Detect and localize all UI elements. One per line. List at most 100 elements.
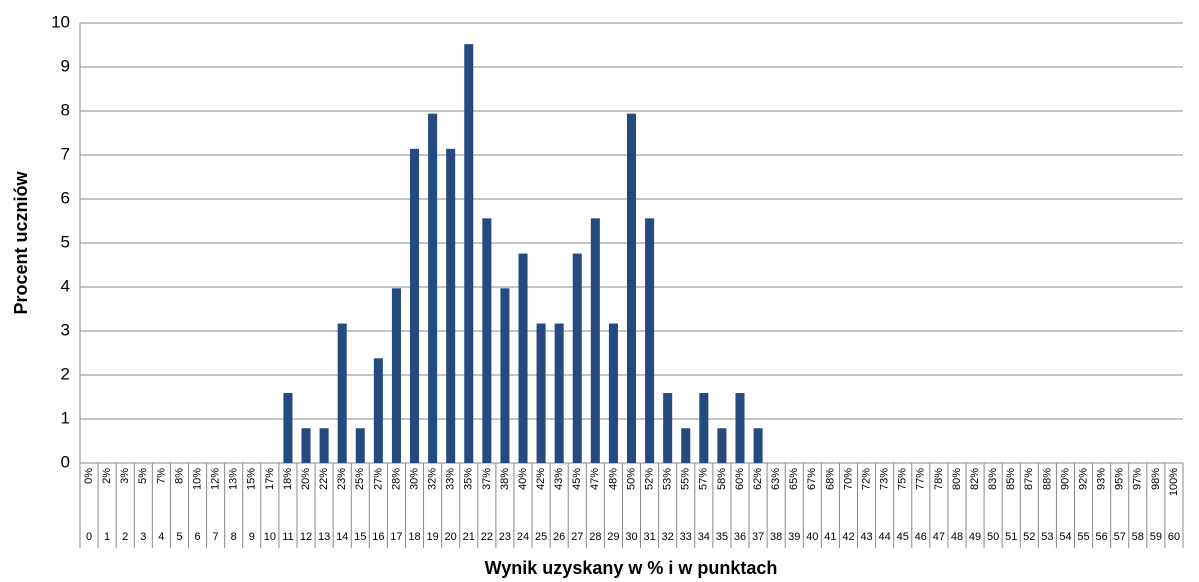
x-tick-label: 59 xyxy=(1150,531,1162,543)
x-tick-label-percent: 27% xyxy=(372,468,384,490)
x-tick-label-percent: 30% xyxy=(408,468,420,490)
x-tick-label: 23 xyxy=(499,531,511,543)
y-tick-label: 8 xyxy=(61,100,70,119)
x-tick-label-percent: 2% xyxy=(101,468,113,484)
x-tick-label-percent: 87% xyxy=(1023,468,1035,490)
x-tick-label: 22 xyxy=(481,531,493,543)
x-tick-label-percent: 25% xyxy=(354,468,366,490)
bar xyxy=(572,253,582,463)
x-tick-label: 51 xyxy=(1005,531,1017,543)
x-tick-label-percent: 78% xyxy=(933,468,945,490)
x-tick-label-percent: 85% xyxy=(1005,468,1017,490)
x-tick-label: 39 xyxy=(788,531,800,543)
x-tick-label: 18 xyxy=(408,531,420,543)
bar xyxy=(753,428,763,463)
x-tick-label-percent: 50% xyxy=(625,468,637,490)
x-tick-label: 56 xyxy=(1096,531,1108,543)
x-tick-label: 47 xyxy=(933,531,945,543)
y-tick-label: 2 xyxy=(61,364,70,383)
y-axis-title: Procent uczniów xyxy=(11,170,31,314)
x-tick-label: 3 xyxy=(140,531,146,543)
x-tick-label-percent: 88% xyxy=(1041,468,1053,490)
x-tick-label-percent: 13% xyxy=(228,468,240,490)
x-tick-label: 38 xyxy=(770,531,782,543)
x-tick-label-percent: 70% xyxy=(842,468,854,490)
bar xyxy=(735,393,745,463)
x-tick-label-percent: 22% xyxy=(318,468,330,490)
x-tick-label: 26 xyxy=(553,531,565,543)
y-tick-label: 9 xyxy=(61,56,70,75)
x-tick-label-percent: 57% xyxy=(698,468,710,490)
x-tick-label: 2 xyxy=(122,531,128,543)
x-tick-label-percent: 48% xyxy=(607,468,619,490)
x-tick-label-percent: 15% xyxy=(246,468,258,490)
x-tick-label-percent: 17% xyxy=(264,468,276,490)
x-tick-label-percent: 58% xyxy=(716,468,728,490)
x-tick-label-percent: 45% xyxy=(571,468,583,490)
x-tick-label: 28 xyxy=(589,531,601,543)
y-tick-label: 10 xyxy=(51,12,70,31)
x-tick-label: 13 xyxy=(318,531,330,543)
x-tick-label-percent: 92% xyxy=(1077,468,1089,490)
bar xyxy=(608,323,618,463)
x-tick-label: 27 xyxy=(571,531,583,543)
x-tick-label-percent: 68% xyxy=(824,468,836,490)
x-tick-label-percent: 82% xyxy=(969,468,981,490)
x-tick-label-percent: 8% xyxy=(173,468,185,484)
x-tick-label-percent: 7% xyxy=(155,468,167,484)
x-tick-label: 33 xyxy=(680,531,692,543)
x-tick-label-percent: 42% xyxy=(535,468,547,490)
x-tick-label-percent: 18% xyxy=(282,468,294,490)
bar xyxy=(699,393,709,463)
bar xyxy=(518,253,528,463)
x-tick-label: 55 xyxy=(1077,531,1089,543)
bar xyxy=(409,148,420,463)
x-tick-label-percent: 47% xyxy=(589,468,601,490)
bar xyxy=(319,428,329,463)
x-tick-label: 54 xyxy=(1059,531,1071,543)
x-tick-label-percent: 5% xyxy=(137,468,149,484)
x-tick-label-percent: 80% xyxy=(951,468,963,490)
bar xyxy=(428,113,438,463)
x-tick-label-percent: 83% xyxy=(987,468,999,490)
x-tick-label: 19 xyxy=(426,531,438,543)
x-tick-label-percent: 37% xyxy=(481,468,493,490)
x-tick-label: 36 xyxy=(734,531,746,543)
x-axis-title: Wynik uzyskany w % i w punktach xyxy=(485,558,778,578)
x-tick-label-percent: 65% xyxy=(788,468,800,490)
x-tick-label: 43 xyxy=(860,531,872,543)
x-tick-label: 14 xyxy=(336,531,348,543)
x-tick-label: 35 xyxy=(716,531,728,543)
x-tick-label: 24 xyxy=(517,531,529,543)
bar xyxy=(536,323,546,463)
x-tick-label-percent: 63% xyxy=(770,468,782,490)
x-tick-label-percent: 73% xyxy=(879,468,891,490)
x-tick-label-percent: 40% xyxy=(517,468,529,490)
y-tick-label: 1 xyxy=(61,408,70,427)
x-tick-label: 60 xyxy=(1168,531,1180,543)
x-tick-label: 37 xyxy=(752,531,764,543)
x-tick-label: 50 xyxy=(987,531,999,543)
x-tick-label-percent: 32% xyxy=(427,468,439,490)
x-tick-label-percent: 97% xyxy=(1132,468,1144,490)
x-tick-label: 4 xyxy=(158,531,164,543)
x-tick-label-percent: 35% xyxy=(463,468,475,490)
x-tick-label: 7 xyxy=(213,531,219,543)
x-tick-label: 30 xyxy=(625,531,637,543)
x-tick-label-percent: 28% xyxy=(390,468,402,490)
x-tick-label: 25 xyxy=(535,531,547,543)
bar xyxy=(590,218,600,463)
x-tick-label: 44 xyxy=(879,531,891,543)
x-tick-label-percent: 12% xyxy=(210,468,222,490)
x-tick-label-percent: 90% xyxy=(1059,468,1071,490)
bar xyxy=(663,393,673,463)
bar xyxy=(681,428,691,463)
x-tick-label-percent: 55% xyxy=(680,468,692,490)
x-tick-label: 53 xyxy=(1041,531,1053,543)
bar xyxy=(391,288,401,463)
bar xyxy=(337,323,347,463)
bar xyxy=(500,288,510,463)
x-tick-label: 32 xyxy=(662,531,674,543)
x-tick-label-percent: 93% xyxy=(1096,468,1108,490)
